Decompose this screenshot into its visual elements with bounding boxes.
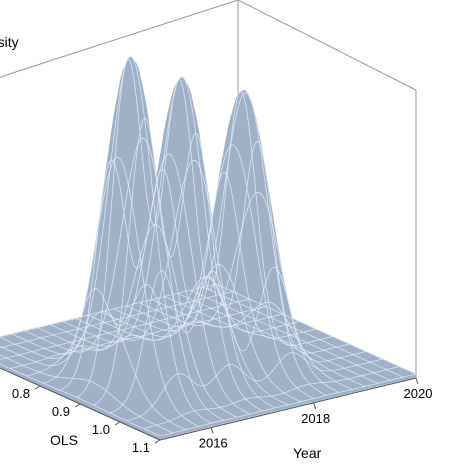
mesh-line-year bbox=[113, 144, 314, 399]
mesh-line-year bbox=[100, 264, 301, 403]
mesh-line-year bbox=[0, 363, 161, 437]
mesh-line-year bbox=[87, 276, 289, 406]
y-tick-mark bbox=[210, 427, 214, 434]
y-tick-label: 2018 bbox=[301, 411, 330, 426]
x-axis-line bbox=[0, 367, 161, 441]
mesh-line-year bbox=[177, 292, 378, 384]
mesh-line-year bbox=[49, 153, 250, 415]
mesh-line-year bbox=[151, 299, 353, 390]
x-tick-label: 0.9 bbox=[52, 404, 70, 419]
mesh-line-year bbox=[0, 354, 173, 434]
x-tick-mark bbox=[114, 421, 121, 426]
mesh-line-year bbox=[215, 283, 417, 375]
y-tick-label: 2020 bbox=[404, 386, 433, 401]
mesh-line-year bbox=[190, 289, 391, 381]
x-tick-mark bbox=[34, 385, 41, 390]
x-tick-label: 1.0 bbox=[92, 422, 110, 437]
mesh-line-year bbox=[0, 157, 199, 427]
z-axis-label: Density bbox=[0, 34, 19, 50]
x-tick-label: 1.1 bbox=[132, 440, 150, 455]
mesh-line-year bbox=[164, 296, 365, 387]
y-tick-mark bbox=[415, 377, 419, 385]
y-tick-label: 2016 bbox=[199, 436, 228, 451]
x-ticks: 0.60.70.80.91.01.1 bbox=[0, 368, 161, 455]
y-ticks: 2016 2018 2020 bbox=[199, 377, 433, 451]
mesh-line-year bbox=[23, 137, 225, 421]
x-tick-mark bbox=[74, 403, 81, 408]
plot-axes bbox=[0, 367, 417, 441]
y-axis-line bbox=[159, 377, 417, 441]
mesh-line-year bbox=[62, 76, 263, 412]
mesh-line-year bbox=[11, 56, 212, 424]
mesh-line-year bbox=[126, 92, 327, 396]
mesh-line-year bbox=[36, 224, 237, 418]
surface-mesh bbox=[0, 56, 417, 437]
y-axis-label: Year bbox=[293, 445, 322, 461]
x-tick-label: 0.8 bbox=[12, 386, 30, 401]
y-tick-mark bbox=[313, 402, 317, 409]
x-tick-mark bbox=[154, 439, 161, 444]
mesh-line-year bbox=[139, 191, 340, 393]
x-axis-label: OLS bbox=[50, 432, 78, 448]
mesh-line-year bbox=[0, 310, 186, 431]
mesh-line-year bbox=[75, 159, 276, 409]
mesh-line-year bbox=[203, 286, 404, 378]
